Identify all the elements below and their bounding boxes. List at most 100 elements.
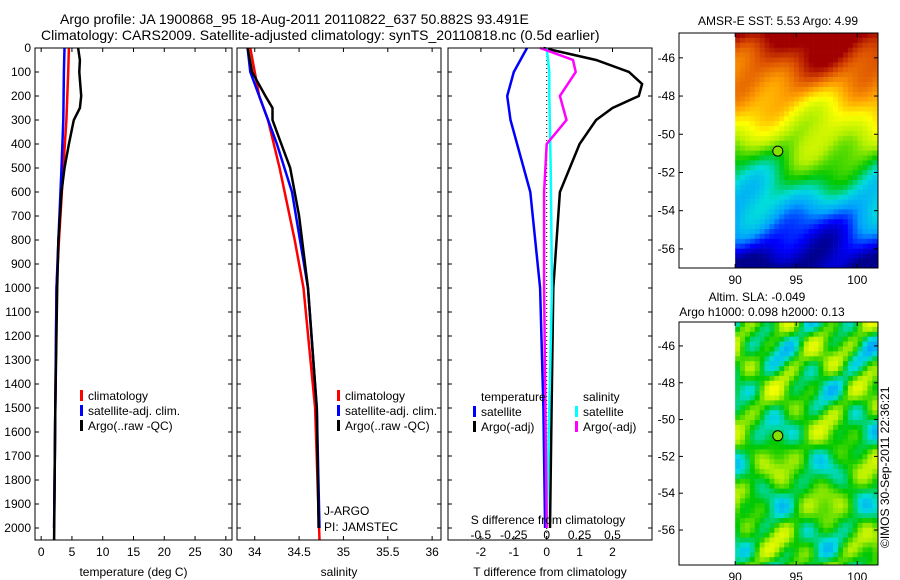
map-cell <box>764 140 770 146</box>
map-cell <box>784 503 790 509</box>
map-cell <box>735 238 741 244</box>
map-cell <box>808 214 814 220</box>
map-cell <box>828 380 834 386</box>
map-cell <box>838 464 844 470</box>
map-cell <box>798 518 805 524</box>
map-cell <box>803 459 809 465</box>
map-cell <box>847 214 854 220</box>
map-cell <box>803 189 809 195</box>
map-cell <box>818 513 824 519</box>
map-cell <box>828 371 834 377</box>
map-cell <box>833 219 839 225</box>
map-cell <box>735 400 741 406</box>
map-cell <box>740 77 746 83</box>
map-cell <box>803 351 809 357</box>
map-cell <box>749 483 756 489</box>
map-cell <box>838 121 844 127</box>
map-cell <box>842 395 849 401</box>
map-cell <box>740 263 746 269</box>
map-cell <box>774 33 780 39</box>
map-cell <box>862 67 868 73</box>
map-cell <box>842 165 849 171</box>
map-cell <box>862 121 868 127</box>
map-cell <box>828 434 834 440</box>
map-cell <box>779 96 785 102</box>
map-cell <box>735 263 741 269</box>
map-cell <box>852 135 858 142</box>
map-cell <box>852 346 858 352</box>
map-cell <box>759 405 765 411</box>
map-cell <box>803 165 809 171</box>
map-cell <box>808 454 814 460</box>
map-cell <box>828 140 834 146</box>
map-cell <box>749 145 756 151</box>
map-cell <box>769 67 775 73</box>
y-tick-label: 1000 <box>4 281 31 295</box>
map-cell <box>813 72 819 78</box>
map-cell <box>735 140 741 146</box>
profile-panel-2: 34 34.5 35 35.5 36salinityclimatologysatelli… <box>236 47 442 579</box>
map-cell <box>833 322 839 328</box>
map-cell <box>857 405 863 411</box>
map-cell <box>833 341 839 347</box>
map-cell <box>798 361 805 367</box>
map-cell <box>774 91 780 97</box>
map-cell <box>872 248 878 254</box>
map-cell <box>779 160 785 166</box>
map-cell <box>740 155 746 161</box>
map-cell <box>754 140 760 146</box>
map-cell <box>813 351 819 357</box>
map-cell <box>789 444 795 450</box>
map-cell <box>749 199 756 205</box>
map-cell <box>862 562 868 566</box>
map-cell <box>813 233 819 240</box>
map-cell <box>764 488 770 494</box>
map-cell <box>789 135 795 142</box>
map-cell <box>749 47 756 53</box>
map-cell <box>857 33 863 39</box>
map-cell <box>867 126 873 132</box>
map-cell <box>793 106 800 112</box>
x-tick-label: 0 <box>38 545 45 559</box>
map-cell <box>735 385 741 391</box>
map-cell <box>779 91 785 97</box>
map-cell <box>818 420 824 426</box>
map-cell <box>818 361 824 367</box>
map-cell <box>813 478 819 484</box>
map-cell <box>818 434 824 440</box>
map-cell <box>789 121 795 127</box>
map-cell <box>818 135 824 142</box>
map-cell <box>744 229 751 235</box>
map-cell <box>798 243 805 249</box>
map-cell <box>847 336 854 342</box>
map-cell <box>803 341 809 347</box>
map-cell <box>838 331 844 337</box>
map-cell <box>779 322 785 328</box>
map-cell <box>774 96 780 102</box>
map-cell <box>735 62 741 68</box>
map-cell <box>769 395 775 401</box>
map-cell <box>818 400 824 406</box>
map-cell <box>779 542 785 548</box>
map-cell <box>735 415 741 421</box>
map-cell <box>823 184 829 191</box>
annotation-pi: PI: JAMSTEC <box>324 520 398 534</box>
map-cell <box>769 469 775 475</box>
map-cell <box>872 322 878 328</box>
map-cell <box>803 498 809 504</box>
map-cell <box>764 542 770 548</box>
map-cell <box>803 72 809 78</box>
map-cell <box>764 219 770 225</box>
map-cell <box>735 175 741 181</box>
map-cell <box>818 469 824 475</box>
map-cell <box>833 204 839 210</box>
map-cell <box>823 140 829 146</box>
map-cell <box>779 356 785 362</box>
map-cell <box>784 356 790 362</box>
map-cell <box>847 160 854 166</box>
map-cell <box>789 449 795 455</box>
map-cell <box>838 547 844 553</box>
map-cell <box>862 503 868 509</box>
map-cell <box>818 47 824 53</box>
map-cell <box>828 160 834 166</box>
